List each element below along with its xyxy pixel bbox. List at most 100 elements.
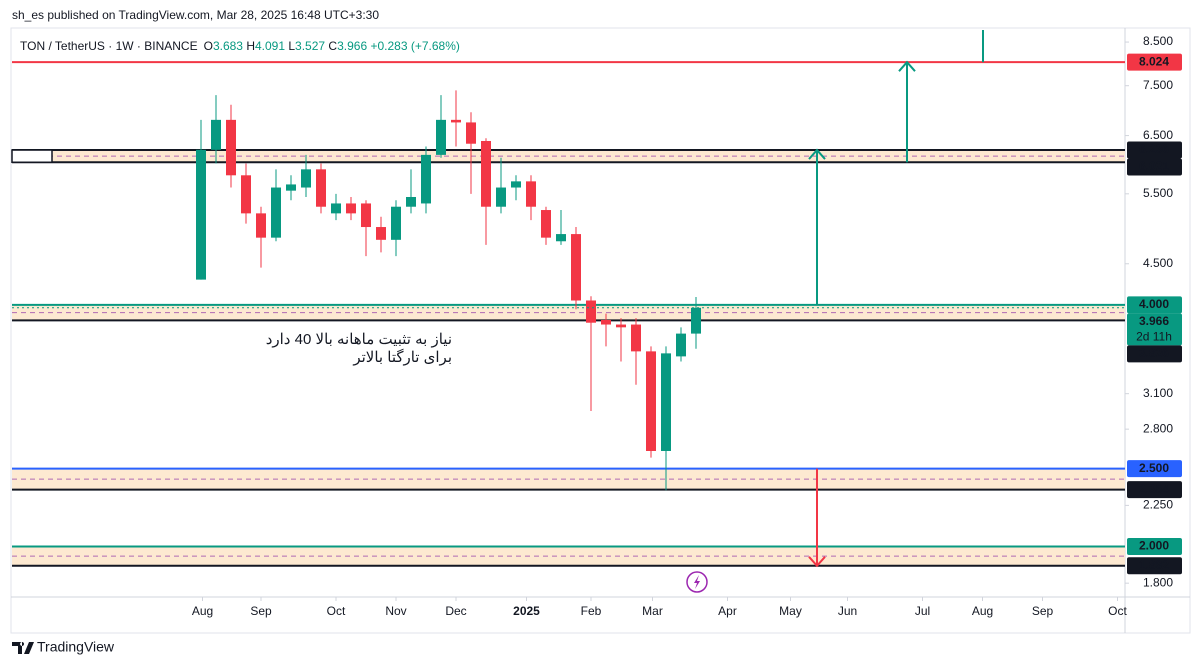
x-tick-label: Oct (327, 604, 346, 618)
candle-body (496, 187, 506, 207)
legend-key: L (288, 39, 295, 53)
price-label: 2.000 (1139, 539, 1169, 553)
y-tick-label: 3.100 (1143, 386, 1173, 400)
x-tick-label: Sep (250, 604, 272, 618)
candle-body (511, 181, 521, 188)
candle-body (241, 175, 251, 214)
legend-value: 4.091 (255, 39, 285, 53)
publisher-line: sh_es published on TradingView.com, Mar … (12, 8, 379, 22)
y-tick-label: 7.500 (1143, 78, 1173, 92)
x-tick-label: 2025 (513, 604, 540, 618)
price-label-box (1127, 481, 1182, 499)
y-tick-label: 1.800 (1143, 575, 1173, 589)
ohlc-values: O3.683 H4.091 L3.527 C3.966 +0.283 (+7.6… (204, 39, 460, 53)
arrow-head (808, 556, 826, 568)
candle-body (361, 203, 371, 228)
candle-body (451, 119, 461, 123)
arrow-head (808, 148, 826, 160)
price-label-box (1127, 296, 1182, 314)
zone-left-box (11, 149, 53, 164)
x-tick-label: Aug (972, 604, 993, 618)
frame (10, 27, 1191, 634)
legend-value: 3.966 (337, 39, 367, 53)
y-tick-label: 2.800 (1143, 421, 1173, 435)
zone-band (12, 304, 1125, 321)
logo-mark (12, 642, 34, 654)
lightning-icon (686, 571, 708, 593)
legend-key: H (246, 39, 255, 53)
legend-value: 3.683 (213, 39, 243, 53)
x-tick-label: May (779, 604, 802, 618)
candle-body (586, 300, 596, 323)
brand-logo: TradingView (12, 639, 115, 655)
x-tick-label: Apr (718, 604, 737, 618)
candle-body (661, 353, 671, 451)
candle-body (421, 154, 431, 204)
x-tick-label: Feb (581, 604, 602, 618)
price-label: 3.826 (1139, 346, 1169, 360)
zone-band (12, 546, 1125, 566)
candle-body (691, 307, 701, 334)
candle-body (316, 169, 326, 207)
price-label: 6.021 (1139, 159, 1169, 173)
price-label-box (1127, 313, 1182, 346)
legend-value: 3.527 (295, 39, 325, 53)
annotation: نیاز به تثبیت ماهانه بالا 40 دارد (266, 331, 452, 348)
annotation: برای تارگتا بالاتر (352, 348, 452, 366)
y-tick-label: 5.500 (1143, 186, 1173, 200)
price-label-box (1127, 460, 1182, 478)
x-tick-label: Nov (385, 604, 406, 618)
candle-body (271, 187, 281, 238)
arrow-head (898, 60, 916, 72)
price-label: 4.000 (1139, 297, 1169, 311)
price-label-box (1127, 53, 1182, 71)
candle-body (541, 210, 551, 238)
candle-body (526, 181, 536, 207)
candle-body (196, 149, 206, 280)
candle-body (226, 119, 236, 176)
candle-body (211, 119, 221, 150)
candle-body (436, 119, 446, 155)
legend-key: C (328, 39, 337, 53)
x-tick-label: Jun (838, 604, 857, 618)
candle-body (256, 213, 266, 238)
price-label-box (1127, 537, 1182, 555)
x-tick-label: Oct (1108, 604, 1127, 618)
price-label: 3.966 (1139, 314, 1169, 328)
candle-body (346, 203, 356, 214)
candle-body (616, 324, 626, 328)
candle-body (601, 319, 611, 325)
price-label: 8.024 (1139, 54, 1169, 68)
candle-body (571, 234, 581, 301)
x-tick-label: Dec (445, 604, 466, 618)
candle-body (391, 206, 401, 240)
legend-key: O (204, 39, 213, 53)
candle-body (406, 196, 416, 207)
candle-body (631, 324, 641, 352)
y-tick-label: 8.500 (1143, 34, 1173, 48)
zone-band (12, 468, 1125, 490)
y-tick-label: 6.500 (1143, 128, 1173, 142)
x-tick-label: Mar (642, 604, 663, 618)
legend-change: +0.283 (+7.68%) (370, 39, 459, 53)
x-tick-label: Aug (192, 604, 213, 618)
candle-body (676, 333, 686, 357)
price-label-box (1127, 345, 1182, 363)
y-tick-label: 4.500 (1143, 256, 1173, 270)
price-label-box (1127, 158, 1182, 176)
candle-body (376, 227, 386, 240)
candle-body (646, 351, 656, 451)
x-tick-label: Jul (915, 604, 930, 618)
candle-body (481, 140, 491, 207)
x-tick-label: Sep (1032, 604, 1054, 618)
candle-body (556, 234, 566, 242)
price-label-box (1127, 557, 1182, 575)
y-tick-label: 2.250 (1143, 498, 1173, 512)
countdown: 2d 11h (1136, 329, 1172, 343)
candle-body (331, 203, 341, 214)
brand-name: TradingView (37, 639, 115, 655)
symbol-title: TON / TetherUS · 1W · BINANCE (20, 39, 198, 53)
